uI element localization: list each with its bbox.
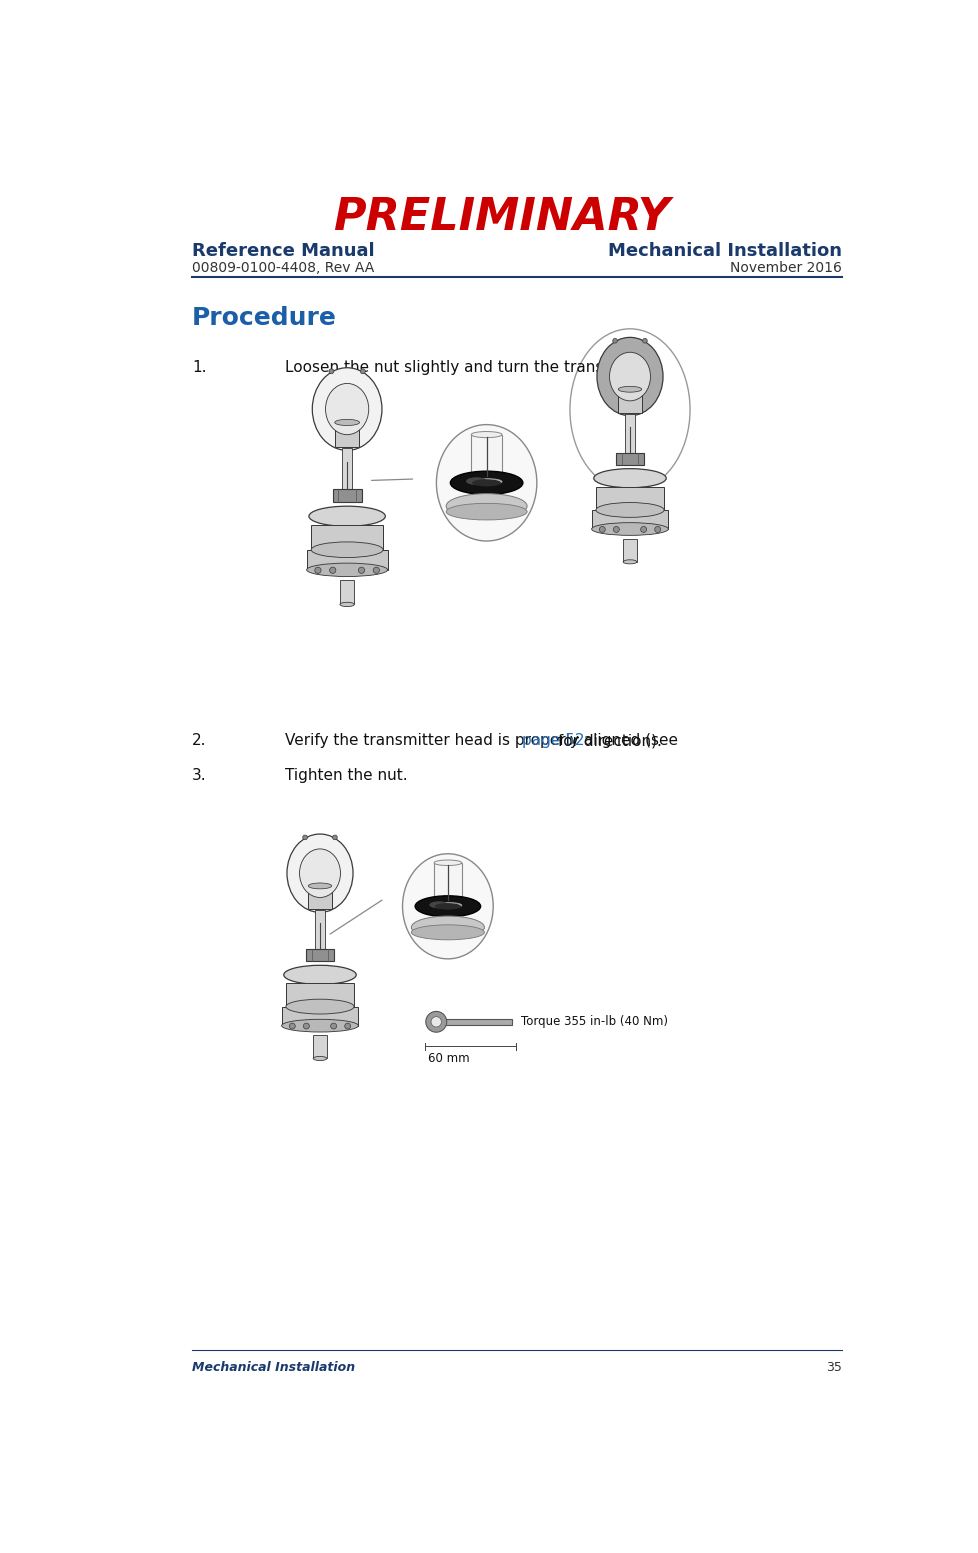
Text: Tighten the nut.: Tighten the nut.: [285, 767, 407, 783]
Circle shape: [425, 1011, 446, 1033]
Ellipse shape: [436, 424, 536, 540]
Ellipse shape: [334, 419, 359, 426]
Ellipse shape: [306, 564, 387, 576]
Ellipse shape: [411, 916, 484, 938]
Ellipse shape: [470, 478, 502, 485]
Circle shape: [315, 567, 321, 573]
Text: Verify the transmitter head is properly aligned (see: Verify the transmitter head is properly …: [285, 733, 683, 749]
Ellipse shape: [618, 387, 641, 393]
Bar: [433, 863, 462, 905]
Circle shape: [599, 526, 604, 533]
Ellipse shape: [471, 480, 501, 486]
Circle shape: [613, 526, 619, 533]
Ellipse shape: [470, 432, 502, 438]
Circle shape: [289, 1023, 295, 1030]
Circle shape: [358, 567, 364, 573]
Text: page 52: page 52: [521, 733, 584, 749]
Ellipse shape: [299, 849, 340, 898]
Text: Torque 355 in-lb (40 Nm): Torque 355 in-lb (40 Nm): [520, 1014, 667, 1028]
Ellipse shape: [450, 471, 522, 494]
Text: Mechanical Installation: Mechanical Installation: [607, 242, 841, 259]
Text: PRELIMINARY: PRELIMINARY: [333, 196, 670, 239]
Bar: [625, 413, 634, 464]
Ellipse shape: [433, 860, 462, 865]
Bar: [436, 1019, 511, 1025]
Ellipse shape: [309, 506, 385, 526]
Bar: [334, 422, 359, 447]
Bar: [306, 550, 387, 570]
Bar: [286, 983, 354, 1006]
Bar: [333, 489, 361, 502]
Bar: [342, 449, 352, 502]
Ellipse shape: [286, 999, 354, 1014]
Circle shape: [303, 1023, 309, 1030]
Ellipse shape: [466, 477, 487, 485]
Ellipse shape: [433, 902, 462, 909]
Text: Mechanical Installation: Mechanical Installation: [192, 1360, 355, 1373]
Ellipse shape: [326, 384, 369, 435]
Circle shape: [333, 836, 336, 840]
Text: November 2016: November 2016: [730, 261, 841, 275]
Ellipse shape: [597, 337, 662, 416]
Ellipse shape: [287, 834, 353, 912]
Circle shape: [360, 370, 365, 374]
Bar: [282, 1006, 358, 1025]
Circle shape: [331, 1023, 336, 1030]
Ellipse shape: [415, 896, 480, 916]
Ellipse shape: [446, 494, 526, 519]
Ellipse shape: [434, 902, 461, 910]
Bar: [308, 885, 332, 909]
Bar: [311, 525, 382, 550]
Text: Procedure: Procedure: [192, 306, 336, 329]
Circle shape: [330, 567, 335, 573]
Circle shape: [640, 526, 645, 533]
Circle shape: [642, 339, 646, 343]
Ellipse shape: [609, 353, 649, 401]
Text: 2.: 2.: [192, 733, 206, 749]
Bar: [615, 453, 644, 464]
Text: 1.: 1.: [192, 360, 206, 374]
Text: 00809-0100-4408, Rev AA: 00809-0100-4408, Rev AA: [192, 261, 374, 275]
Text: 35: 35: [825, 1360, 841, 1373]
Ellipse shape: [428, 901, 448, 909]
Bar: [618, 390, 641, 413]
Bar: [591, 509, 668, 530]
Ellipse shape: [402, 854, 493, 958]
Bar: [339, 579, 354, 604]
Bar: [596, 486, 663, 509]
Circle shape: [329, 370, 333, 374]
Ellipse shape: [282, 1019, 358, 1033]
Ellipse shape: [591, 523, 668, 536]
Ellipse shape: [623, 559, 636, 564]
Circle shape: [302, 836, 307, 840]
Ellipse shape: [594, 469, 666, 488]
Circle shape: [654, 526, 660, 533]
Bar: [313, 1036, 327, 1059]
Ellipse shape: [313, 1056, 327, 1061]
Bar: [306, 949, 333, 961]
Text: Reference Manual: Reference Manual: [192, 242, 375, 259]
Circle shape: [373, 567, 379, 573]
Ellipse shape: [339, 603, 354, 607]
Ellipse shape: [284, 966, 356, 985]
Bar: [470, 435, 502, 481]
Circle shape: [344, 1023, 350, 1030]
Text: 3.: 3.: [192, 767, 206, 783]
Text: 60 mm: 60 mm: [428, 1051, 469, 1065]
Circle shape: [430, 1017, 441, 1027]
Ellipse shape: [311, 542, 382, 558]
Ellipse shape: [312, 368, 381, 450]
Bar: [315, 910, 325, 961]
Ellipse shape: [308, 884, 332, 888]
Ellipse shape: [411, 926, 484, 940]
Ellipse shape: [446, 503, 526, 520]
Ellipse shape: [596, 503, 663, 517]
Text: Loosen the nut slightly and turn the transmitter.: Loosen the nut slightly and turn the tra…: [285, 360, 653, 374]
Circle shape: [612, 339, 617, 343]
Text: for direction).: for direction).: [553, 733, 661, 749]
Bar: [623, 539, 636, 562]
